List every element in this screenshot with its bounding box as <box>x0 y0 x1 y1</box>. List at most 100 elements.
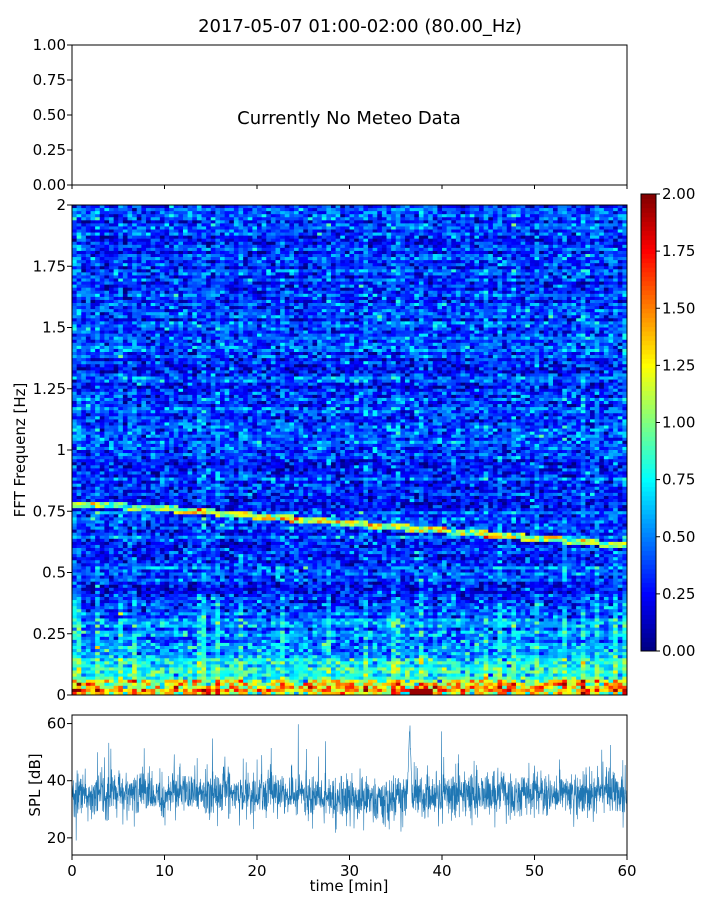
spectrogram-cell <box>187 205 193 209</box>
spectrogram-cell <box>201 290 207 295</box>
spectrogram-cell <box>613 324 619 328</box>
spectrogram-cell <box>118 284 124 289</box>
spectrogram-cell <box>201 293 207 298</box>
spectrogram-cell <box>608 263 614 267</box>
spectrogram-cell <box>229 287 235 292</box>
spectrogram-cell <box>247 303 253 307</box>
spectrogram-cell <box>109 315 115 319</box>
spectrogram-cell <box>405 290 411 295</box>
spectrogram-cell <box>603 260 609 264</box>
spectrogram-cell <box>317 278 323 282</box>
spectrogram-cell <box>386 208 392 212</box>
spectrogram-cell <box>576 303 582 307</box>
spectrogram-cell <box>99 284 105 289</box>
spectrogram-cell <box>553 211 559 215</box>
spectrogram-cell <box>479 208 485 212</box>
spectrogram-cell <box>520 238 526 243</box>
spectrogram-cell <box>72 229 78 233</box>
spectrogram-cell <box>215 296 221 301</box>
spectrogram-cell <box>289 293 295 298</box>
spectrogram-cell <box>233 235 239 240</box>
spectrogram-cell <box>553 220 559 224</box>
spectrogram-cell <box>252 244 258 249</box>
spectrogram-cell <box>238 309 244 313</box>
spectrogram-cell <box>183 229 189 233</box>
spectrogram-cell <box>233 303 239 307</box>
spectrogram-cell <box>183 324 189 328</box>
spectrogram-cell <box>146 275 152 279</box>
spectrogram-cell <box>442 223 448 227</box>
spectrogram-cell <box>465 306 471 310</box>
spectrogram-cell <box>275 266 281 270</box>
spectrogram-cell <box>81 303 87 307</box>
spectrogram-cell <box>553 327 559 331</box>
spectrogram-cell <box>414 287 420 292</box>
spectrogram-cell <box>289 269 295 273</box>
spectrogram-cell <box>460 232 466 237</box>
spectrogram-cell <box>220 260 226 264</box>
spectrogram-cell <box>201 232 207 237</box>
spectrogram-cell <box>525 318 531 322</box>
spectrogram-cell <box>368 269 374 273</box>
spectrogram-cell <box>372 247 378 252</box>
spectrogram-cell <box>266 226 272 230</box>
spectrogram-cell <box>506 303 512 307</box>
spectrogram-cell <box>224 306 230 310</box>
spectrogram-cell <box>414 290 420 295</box>
spectrogram-cell <box>557 287 563 292</box>
spectrogram-cell <box>331 244 337 249</box>
spectrogram-cell <box>585 272 591 276</box>
spectrogram-cell <box>613 238 619 243</box>
spectrogram-cell <box>72 306 78 310</box>
spectrogram-cell <box>446 327 452 331</box>
spectrogram-cell <box>331 223 337 227</box>
spectrogram-cell <box>428 226 434 230</box>
spectrogram-cell <box>164 260 170 264</box>
spectrogram-cell <box>358 250 364 255</box>
spectrogram-cell <box>562 296 568 301</box>
spectrogram-cell <box>331 217 337 221</box>
spectrogram-cell <box>187 211 193 215</box>
spectrogram-cell <box>109 235 115 240</box>
spectrogram-cell <box>576 260 582 264</box>
spectrogram-cell <box>576 315 582 319</box>
spectrogram-cell <box>280 287 286 292</box>
spectrogram-cell <box>109 281 115 286</box>
spectrogram-cell <box>317 287 323 292</box>
spectrogram-cell <box>122 266 128 270</box>
spectrogram-cell <box>562 223 568 227</box>
spectrogram-cell <box>571 229 577 233</box>
spectrogram-cell <box>432 303 438 307</box>
spectrogram-cell <box>590 257 596 261</box>
spectrogram-cell <box>340 278 346 282</box>
spectrogram-cell <box>432 281 438 286</box>
spectrogram-cell <box>492 324 498 328</box>
spectrogram-cell <box>169 306 175 310</box>
spectrogram-cell <box>210 324 216 328</box>
spectrogram-cell <box>400 321 406 325</box>
spectrogram-cell <box>183 290 189 295</box>
spectrogram-cell <box>428 327 434 331</box>
spectrogram-cell <box>136 309 142 313</box>
spectrogram-cell <box>437 235 443 240</box>
spectrogram-cell <box>432 321 438 325</box>
spectrogram-cell <box>196 208 202 212</box>
spectrogram-cell <box>178 241 184 246</box>
spectrogram-cell <box>132 306 138 310</box>
spectrogram-cell <box>599 223 605 227</box>
spectrogram-cell <box>136 287 142 292</box>
spectrogram-cell <box>423 254 429 258</box>
spectrogram-cell <box>483 226 489 230</box>
spectrogram-cell <box>418 244 424 249</box>
spectrogram-cell <box>557 290 563 295</box>
spectrogram-cell <box>340 324 346 328</box>
spectrogram-cell <box>303 238 309 243</box>
spectrogram-cell <box>81 254 87 258</box>
spectrogram-cell <box>405 303 411 307</box>
spectrogram-cell <box>257 306 263 310</box>
spectrogram-cell <box>553 241 559 246</box>
spectrogram-cell <box>617 315 623 319</box>
spectrogram-cell <box>516 214 522 218</box>
spectrogram-cell <box>460 269 466 273</box>
spectrogram-cell <box>455 324 461 328</box>
